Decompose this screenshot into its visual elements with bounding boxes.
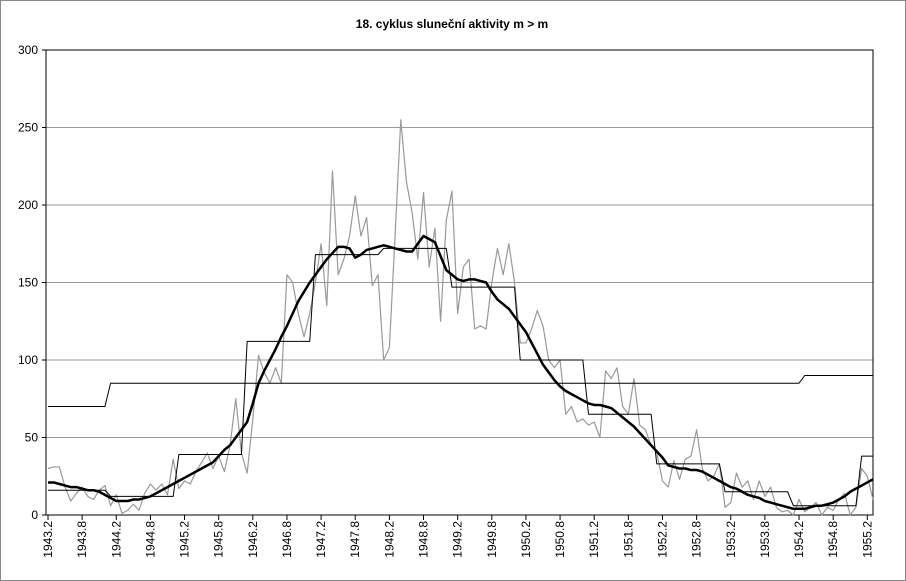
x-tick-label: 1945.8: [212, 521, 226, 558]
x-tick-label: 1943.2: [41, 521, 55, 558]
x-tick-label: 1949.8: [485, 521, 499, 558]
x-tick-label: 1948.8: [417, 521, 431, 558]
x-tick-label: 1953.2: [724, 521, 738, 558]
x-tick-label: 1947.8: [348, 521, 362, 558]
x-tick-label: 1946.2: [246, 521, 260, 558]
chart-title: 18. cyklus sluneční aktivity m > m: [356, 17, 548, 31]
x-tick-label: 1949.2: [451, 521, 465, 558]
y-tick-label: 50: [25, 431, 39, 445]
x-tick-label: 1951.8: [621, 521, 635, 558]
x-tick-label: 1947.2: [314, 521, 328, 558]
y-tick-label: 100: [18, 353, 38, 367]
plot-border: [45, 49, 874, 516]
series-line: [48, 234, 874, 511]
series-line: [48, 375, 873, 407]
x-tick-label: 1946.8: [280, 521, 294, 558]
x-tick-label: 1950.8: [553, 521, 567, 558]
y-tick-label: 200: [18, 198, 38, 212]
x-tick-label: 1952.8: [690, 521, 704, 558]
x-tick-label: 1950.2: [519, 521, 533, 558]
x-tick-label: 1953.8: [758, 521, 772, 558]
series-line: [48, 247, 873, 507]
y-tick-label: 300: [18, 43, 38, 57]
x-tick-label: 1954.2: [792, 521, 806, 558]
y-tick-label: 250: [18, 121, 38, 135]
x-tick-label: 1943.8: [75, 521, 89, 558]
y-tick-label: 150: [18, 276, 38, 290]
x-tick-label: 1951.2: [587, 521, 601, 558]
x-tick-label: 1945.2: [178, 521, 192, 558]
x-tick-label: 1955.2: [860, 521, 874, 558]
x-tick-label: 1948.2: [382, 521, 396, 558]
y-tick-label: 0: [31, 508, 38, 522]
x-tick-label: 1944.8: [143, 521, 157, 558]
series-line: [47, 119, 874, 516]
x-tick-label: 1954.8: [826, 521, 840, 558]
x-tick-label: 1952.2: [655, 521, 669, 558]
x-tick-label: 1944.2: [109, 521, 123, 558]
